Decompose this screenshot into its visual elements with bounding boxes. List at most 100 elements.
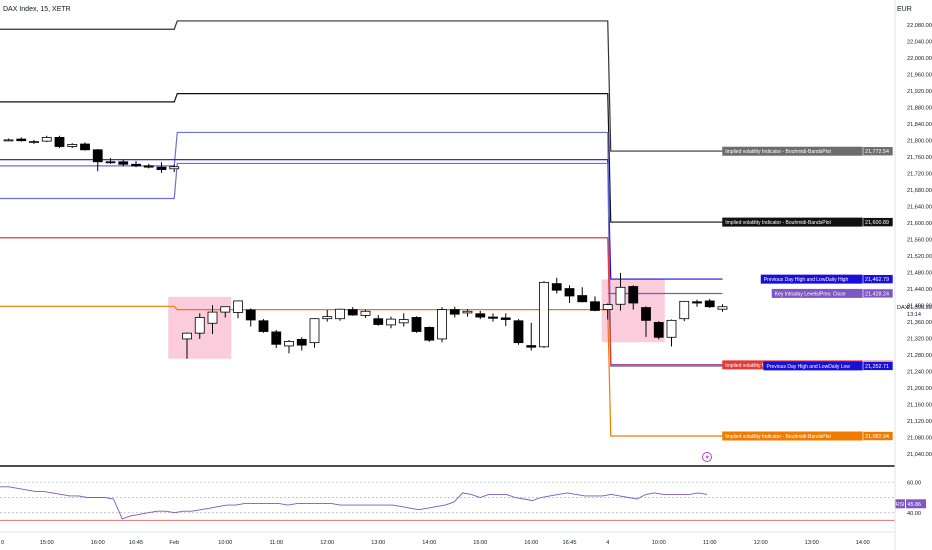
candle[interactable] (80, 142, 90, 151)
candle[interactable] (41, 135, 52, 142)
candle[interactable] (156, 162, 167, 173)
candle[interactable] (704, 298, 715, 308)
bear-candle-body (551, 283, 562, 291)
candle[interactable] (194, 313, 205, 339)
price-tick-label: 21,080.00 (907, 436, 932, 442)
candle[interactable] (602, 303, 613, 320)
time-tick-label: 12:00 (754, 540, 768, 546)
candle[interactable] (92, 148, 103, 172)
candle[interactable] (539, 281, 549, 349)
candle[interactable] (386, 316, 396, 329)
candle[interactable] (29, 139, 39, 145)
candle[interactable] (67, 143, 78, 149)
candle[interactable] (692, 299, 702, 307)
candle[interactable] (717, 304, 728, 312)
candle[interactable] (105, 158, 116, 164)
candle[interactable] (16, 137, 27, 142)
rsi-value-label: 45.86 (908, 502, 922, 508)
bull-candle-body (41, 137, 52, 142)
time-tick-label: Feb (169, 540, 179, 546)
candle[interactable] (3, 138, 14, 142)
candle[interactable] (220, 306, 231, 318)
time-tick-label: 4 (606, 540, 609, 546)
candle[interactable] (590, 296, 600, 312)
candle[interactable] (347, 307, 358, 316)
candle[interactable] (488, 313, 498, 322)
candle[interactable] (296, 337, 307, 351)
candle[interactable] (449, 306, 460, 318)
price-tick-label: 21,360.00 (907, 320, 932, 326)
candle[interactable] (475, 310, 486, 320)
bull-candle-body (309, 318, 320, 344)
price-tick-label: 21,400.00 (907, 304, 932, 310)
candle[interactable] (551, 277, 562, 294)
candle[interactable] (679, 300, 690, 322)
candle[interactable] (182, 332, 192, 359)
bear-candle-body (577, 295, 588, 303)
price-tick-label: 21,960.00 (907, 72, 932, 78)
candle[interactable] (131, 160, 141, 168)
bear-candle-body (143, 165, 154, 168)
candle[interactable] (398, 313, 409, 327)
bear-candle-body (347, 309, 358, 316)
candle[interactable] (653, 321, 664, 340)
candle[interactable] (322, 310, 333, 322)
level-label-text: Previous Day High and LowDaily High (764, 277, 849, 283)
level-label: Key Intraday Levels/Prev. Close 21,428.24 (771, 288, 894, 299)
candle[interactable] (335, 308, 345, 321)
bull-candle-body (220, 306, 231, 313)
level-value-bg (862, 146, 894, 157)
candlesticks[interactable] (3, 135, 728, 359)
candle[interactable] (207, 305, 218, 334)
candle[interactable] (284, 340, 294, 354)
candle[interactable] (143, 163, 154, 169)
candle[interactable] (169, 164, 180, 173)
candle[interactable] (666, 319, 677, 347)
candle[interactable] (411, 316, 422, 333)
price-axis[interactable]: 22,080.00 22,040.00 22,000.00 21,960.00 21,9… (894, 0, 932, 550)
candle[interactable] (462, 309, 473, 317)
candle[interactable] (628, 285, 639, 310)
bull-candle-body (398, 319, 409, 324)
candle[interactable] (233, 300, 243, 319)
candle[interactable] (258, 319, 269, 333)
candle[interactable] (577, 287, 588, 303)
price-tick-label: 21,280.00 (907, 353, 932, 359)
bear-candle-body (704, 300, 715, 308)
bull-candle-body (437, 309, 447, 340)
candle[interactable] (564, 285, 575, 304)
candle[interactable] (500, 313, 511, 327)
level-label-bg (722, 217, 863, 227)
candle[interactable] (54, 135, 65, 149)
time-tick-label: 13:00 (805, 540, 819, 546)
time-tick-label: 11:00 (269, 540, 283, 546)
candle[interactable] (360, 309, 371, 318)
time-tick-label: 10:00 (652, 540, 666, 546)
candle[interactable] (271, 329, 282, 349)
price-tick-label: 22,000.00 (907, 56, 932, 62)
price-tick-label: 21,920.00 (907, 89, 932, 95)
level-label-value: 21,600.89 (865, 220, 889, 226)
candle[interactable] (309, 318, 320, 348)
candle[interactable] (615, 272, 626, 311)
candle[interactable] (424, 326, 435, 342)
price-tick-label: 21,160.00 (907, 403, 932, 409)
candle[interactable] (373, 314, 384, 326)
candle[interactable] (245, 308, 256, 327)
candle[interactable] (513, 319, 524, 345)
level-value-bg (862, 431, 894, 441)
price-tick-label: 21,800.00 (907, 138, 932, 144)
bull-candle-body (602, 304, 613, 311)
bear-candle-body (424, 326, 435, 341)
lightning-icon[interactable] (702, 452, 712, 462)
time-axis[interactable]: 0 15:00 16:00 16:45 Feb 10:00 11:00 12:00 13:00 1… (0, 531, 895, 546)
candle[interactable] (526, 322, 537, 351)
price-tick-label: 22,080.00 (907, 23, 932, 29)
candle[interactable] (118, 159, 129, 167)
candle[interactable] (641, 306, 651, 337)
bear-candle-body (271, 331, 282, 345)
candle[interactable] (437, 307, 447, 343)
level-label-value: 21,082.94 (865, 434, 889, 440)
rsi-level-label: 40.00 (907, 511, 921, 517)
